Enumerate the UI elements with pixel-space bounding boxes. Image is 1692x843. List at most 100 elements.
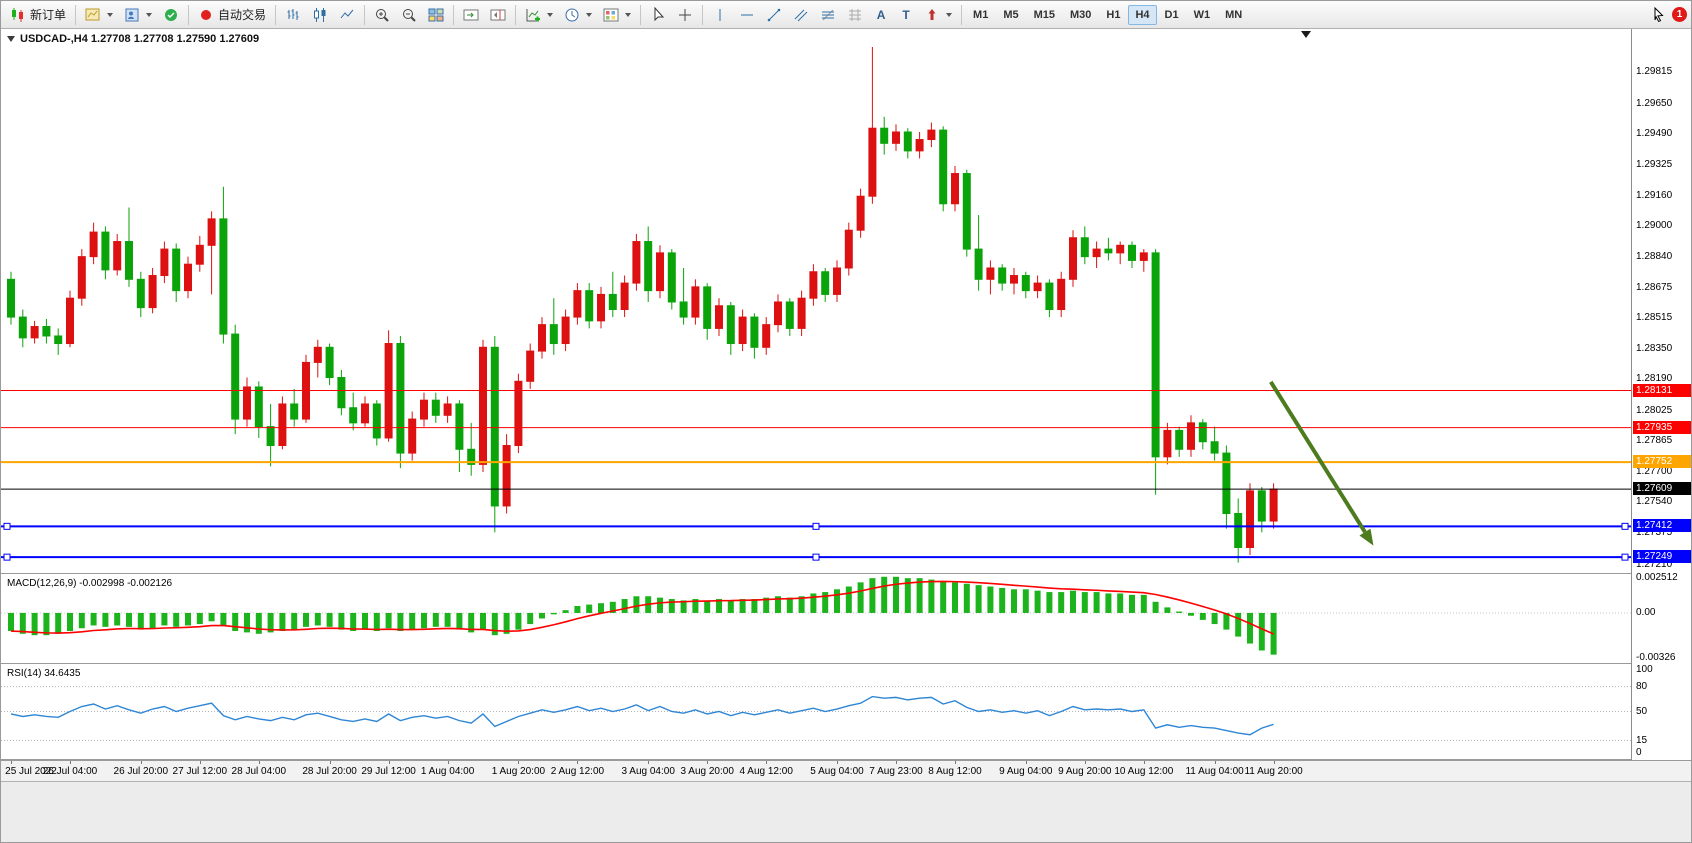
new-chart-icon <box>85 8 100 20</box>
profiles-button[interactable] <box>119 4 157 26</box>
indicators-button[interactable] <box>520 4 558 26</box>
macd-indicator-chart[interactable] <box>1 574 1631 663</box>
new-order-icon <box>12 7 23 22</box>
notification-badge[interactable]: 1 <box>1672 7 1687 22</box>
macd-bar <box>1199 612 1206 620</box>
new-order-label: 新订单 <box>30 8 67 22</box>
workspace-background <box>1 781 1691 842</box>
time-axis-label: 26 Jul 04:00 <box>42 766 98 777</box>
candlesticks <box>7 46 1278 563</box>
templates-button[interactable] <box>598 4 636 26</box>
macd-bar <box>362 612 368 630</box>
time-axis-label: 7 Aug 23:00 <box>869 766 923 777</box>
macd-bar <box>161 612 168 626</box>
macd-bar <box>31 612 38 636</box>
trendline-tool-button[interactable] <box>761 4 787 26</box>
macd-bar <box>126 612 132 627</box>
fibonacci-tool-button[interactable] <box>815 4 841 26</box>
tile-windows-button[interactable] <box>423 4 449 26</box>
new-order-button[interactable]: 新订单 <box>5 4 71 26</box>
price-axis-label: 1.29650 <box>1636 97 1673 109</box>
macd-bar <box>963 583 970 613</box>
toolbar-right: 1 <box>1650 6 1689 23</box>
time-tick <box>896 761 897 764</box>
timeframe-button-m15[interactable]: M15 <box>1033 8 1055 21</box>
periods-button[interactable] <box>559 4 597 26</box>
grid-icon <box>849 8 862 21</box>
crosshair-tool-button[interactable] <box>672 4 698 26</box>
timeframe-button-m30[interactable]: M30 <box>1070 8 1092 21</box>
macd-bar <box>716 599 722 613</box>
separator <box>364 4 366 25</box>
pane-separator[interactable] <box>1 573 1691 574</box>
horizontal-line-tool-button[interactable] <box>734 4 760 26</box>
channel-icon <box>794 9 808 21</box>
grid-tool-button[interactable] <box>842 4 868 26</box>
timeframe-button-h1[interactable]: H1 <box>1106 8 1121 21</box>
price-axis-label: 1.28025 <box>1636 404 1673 416</box>
trendline-icon <box>767 8 781 21</box>
macd-bar <box>90 612 97 626</box>
auto-scroll-button[interactable] <box>458 4 484 26</box>
auto-trading-button[interactable]: 自动交易 <box>193 4 271 26</box>
time-tick <box>766 761 768 764</box>
timeframe-button-h4[interactable]: H4 <box>1128 4 1157 25</box>
indicators-icon <box>526 8 541 21</box>
tile-windows-icon <box>428 8 444 21</box>
arrows-tool-button[interactable] <box>919 4 957 26</box>
horizontal-line-icon <box>741 14 754 15</box>
market-button[interactable] <box>158 4 184 26</box>
rsi-indicator-chart[interactable] <box>1 664 1631 759</box>
macd-bar <box>291 612 298 630</box>
time-axis-label: 10 Aug 12:00 <box>1114 766 1174 777</box>
macd-bar <box>999 587 1006 613</box>
bar-chart-button[interactable] <box>280 4 306 26</box>
pane-separator[interactable] <box>1 759 1691 760</box>
line-chart-button[interactable] <box>334 4 360 26</box>
timeframe-button-m5[interactable]: M5 <box>1003 8 1019 21</box>
bar-chart-icon <box>287 8 299 20</box>
label-tool-button[interactable]: T <box>894 4 918 26</box>
rsi-indicator-label: RSI(14) 34.6435 <box>7 668 81 679</box>
vertical-line-tool-button[interactable] <box>707 4 733 26</box>
text-tool-icon: A <box>876 7 886 22</box>
time-axis-label: 9 Aug 20:00 <box>1058 766 1112 777</box>
timeframe-group: M1 M5 M15 M30 H1 H4 D1 W1 MN <box>966 4 1249 25</box>
candlestick-chart-button[interactable] <box>307 4 333 26</box>
chevron-down-icon <box>946 12 953 17</box>
time-tick <box>518 761 520 764</box>
macd-bar <box>137 612 144 630</box>
timeframe-button-m1[interactable]: M1 <box>973 8 989 21</box>
cursor-tool-button[interactable] <box>645 4 671 26</box>
zoom-out-button[interactable] <box>396 4 422 26</box>
channel-tool-button[interactable] <box>788 4 814 26</box>
macd-bar <box>598 603 604 613</box>
main-price-chart[interactable] <box>1 30 1631 573</box>
separator <box>75 4 77 25</box>
pane-separator[interactable] <box>1 663 1691 664</box>
macd-bar <box>1211 612 1218 625</box>
price-axis-label: 1.28350 <box>1636 343 1673 355</box>
macd-bar <box>1117 593 1124 613</box>
price-axis[interactable]: 1.29815 1.29650 1.29490 1.29325 1.29160 1.290… <box>1631 29 1691 781</box>
macd-bar <box>480 612 486 630</box>
separator <box>515 4 517 25</box>
macd-bar <box>8 612 14 632</box>
price-axis-label: 1.28190 <box>1636 373 1673 385</box>
macd-signal-line <box>10 580 1274 635</box>
timeframe-button-mn[interactable]: MN <box>1225 8 1243 21</box>
time-axis[interactable]: 25 Jul 2022 26 Jul 04:00 26 Jul 20:00 27 Ju… <box>1 760 1691 781</box>
zoom-in-button[interactable] <box>369 4 395 26</box>
chart-shift-marker-icon[interactable] <box>1301 31 1311 38</box>
price-axis-label: 1.27210 <box>1636 558 1673 570</box>
macd-bar <box>149 612 156 629</box>
text-tool-button[interactable]: A <box>869 4 893 26</box>
macd-bar <box>43 612 50 636</box>
one-click-trading-icon[interactable] <box>7 36 15 42</box>
macd-bar <box>1070 590 1076 613</box>
timeframe-button-w1[interactable]: W1 <box>1193 8 1211 21</box>
timeframe-button-d1[interactable]: D1 <box>1164 8 1179 21</box>
new-chart-button[interactable] <box>80 4 118 26</box>
chart-shift-button[interactable] <box>485 4 511 26</box>
macd-indicator-label: MACD(12,26,9) -0.002998 -0.002126 <box>7 578 173 589</box>
